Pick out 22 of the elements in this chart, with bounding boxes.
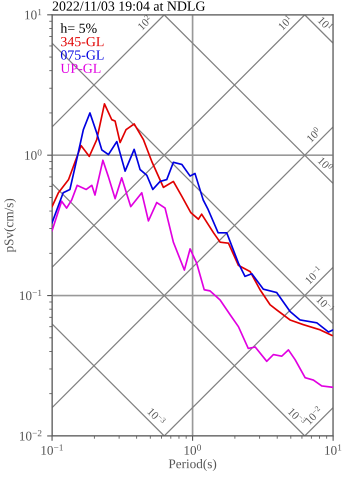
text: 075-GL — [60, 50, 104, 60]
text: 10$^{−3}$ — [288, 406, 307, 426]
text: 345-GL — [61, 36, 104, 46]
y-tick-label: 10$^{1}$ — [25, 8, 42, 20]
y-tick-label: 10$^{−2}$ — [20, 430, 42, 441]
chart-title: 2022/11/03 19:04 at NDLG — [52, 1, 206, 11]
x-tick-label: 10$^{1}$ — [325, 444, 342, 455]
legend-title: h= 5% — [60, 23, 97, 33]
y-axis-title: pSv(cm/s) — [4, 198, 16, 252]
text: UP-GL — [60, 64, 100, 74]
x-tick-label: 10$^{−1}$ — [41, 444, 63, 455]
text: 10$^{1}$ — [276, 14, 293, 30]
text: 10$^{0}$ — [318, 156, 334, 172]
text: 10$^{0}$ — [305, 126, 322, 142]
y-tick-label: 10$^{−1}$ — [20, 290, 42, 300]
text: 10$^{2}$ — [136, 14, 152, 30]
text: 10$^{1}$ — [318, 15, 334, 32]
y-tick-label: 10$^{0}$ — [25, 149, 42, 160]
text: 10$^{−3}$ — [147, 406, 166, 426]
x-tick-label: 10$^{0}$ — [184, 444, 201, 455]
x-axis-title: Period(s) — [168, 459, 216, 471]
text: 10$^{−1}$ — [304, 265, 323, 284]
